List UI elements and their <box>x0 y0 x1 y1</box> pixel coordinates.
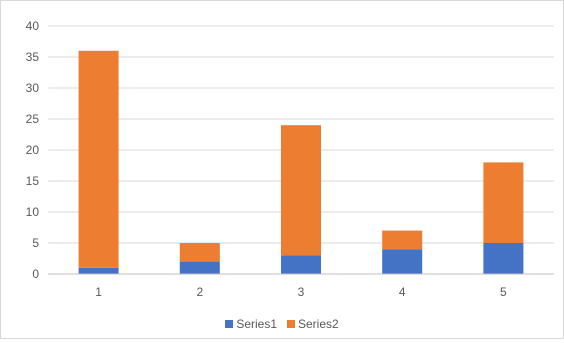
legend-item-series1: Series1 <box>225 317 277 331</box>
y-tick-label: 10 <box>26 205 40 219</box>
x-tick-label: 3 <box>298 285 305 299</box>
y-tick-label: 20 <box>26 143 40 157</box>
legend-swatch-series2 <box>287 320 295 328</box>
x-tick-label: 2 <box>196 285 203 299</box>
bar-series1-2 <box>179 261 220 274</box>
chart-svg: 0 5 10 15 20 25 30 35 40 1 2 3 4 5 <box>26 19 554 299</box>
y-tick-label: 0 <box>32 267 39 281</box>
bar-series1-4 <box>382 249 423 274</box>
y-tick-label: 5 <box>32 236 39 250</box>
legend-label-series1: Series1 <box>236 317 277 331</box>
bar-series1-5 <box>483 243 524 274</box>
y-tick-label: 35 <box>26 50 40 64</box>
bar-series1-3 <box>281 255 321 274</box>
legend-label-series2: Series2 <box>298 317 339 331</box>
y-tick-label: 15 <box>26 174 40 188</box>
y-tick-label: 40 <box>26 19 40 33</box>
y-tick-label: 30 <box>26 81 40 95</box>
bar-series2-5 <box>483 162 524 243</box>
bar-series2-1 <box>78 50 119 268</box>
bars <box>78 50 524 274</box>
bar-series2-3 <box>281 125 321 256</box>
legend-swatch-series1 <box>225 320 234 328</box>
axes: 0 5 10 15 20 25 30 35 40 1 2 3 4 5 <box>26 19 554 299</box>
x-tick-label: 5 <box>500 285 507 299</box>
x-tick-label: 4 <box>399 285 406 299</box>
x-tick-label: 1 <box>95 285 102 299</box>
bar-series1-1 <box>78 267 119 274</box>
legend: Series1 Series2 <box>0 316 564 332</box>
y-tick-label: 25 <box>26 112 40 126</box>
bar-series2-4 <box>382 230 423 250</box>
legend-item-series2: Series2 <box>287 317 339 331</box>
bar-series2-2 <box>179 243 220 262</box>
